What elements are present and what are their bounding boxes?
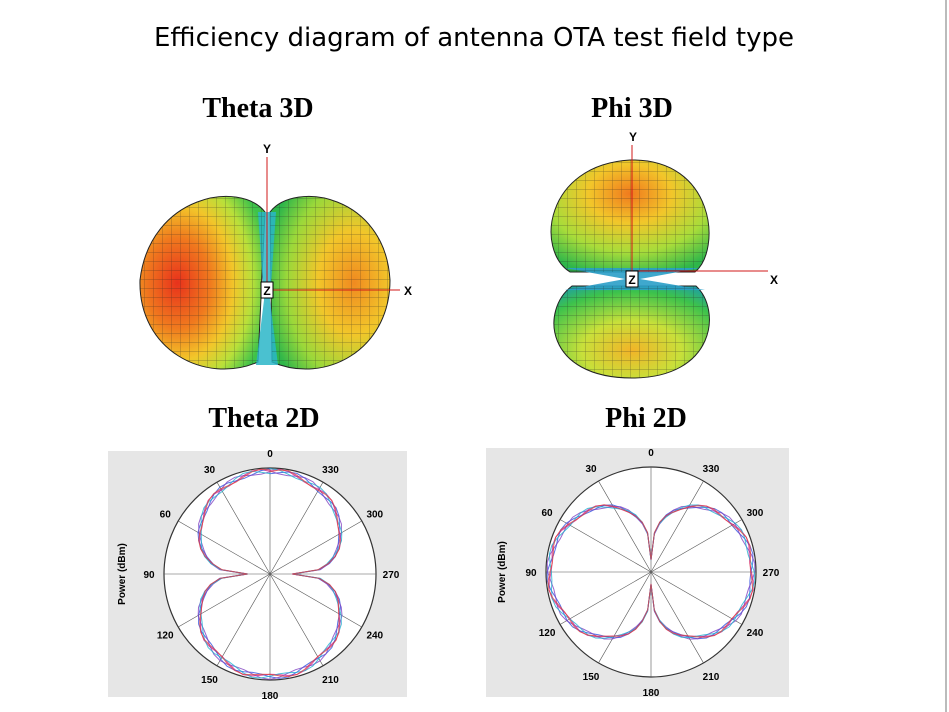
angle-label: 180 [262, 691, 279, 702]
grid-spoke [598, 571, 652, 664]
axis-label: Z [628, 273, 635, 287]
grid-spoke [650, 571, 704, 664]
trace [547, 504, 754, 638]
grid-spoke [216, 573, 271, 666]
grid-spoke [178, 573, 271, 628]
angle-label: 210 [322, 675, 339, 686]
angle-label: 330 [322, 465, 339, 476]
angle-label: 60 [160, 510, 172, 521]
theta-3d: Theta 3D Y X Z [139, 93, 412, 370]
angle-label: 90 [143, 570, 155, 581]
plot-title: Theta 3D [202, 93, 313, 124]
z-box [260, 281, 274, 299]
axis-label: Y [263, 142, 271, 156]
angle-label: 270 [763, 568, 780, 579]
grid-spoke [269, 573, 362, 628]
angle-label: 270 [383, 570, 400, 581]
grid-spoke [650, 480, 704, 573]
plot-title: Theta 2D [208, 403, 319, 434]
grid-spoke [178, 520, 271, 575]
angle-label: 150 [583, 672, 600, 683]
grid-spoke [650, 519, 743, 573]
mesh [551, 159, 710, 378]
grid-spoke [598, 480, 652, 573]
axis-label: X [770, 273, 778, 287]
angle-label: 90 [525, 568, 537, 579]
axis-label: Z [263, 284, 270, 298]
angle-label: 0 [267, 449, 273, 460]
angle-label: 30 [204, 465, 216, 476]
phi-3d: Phi 3D Y X Z [550, 93, 778, 379]
axis-label: X [404, 284, 412, 298]
angle-label: 30 [585, 464, 597, 475]
title: Efficiency diagram of antenna OTA test f… [154, 23, 794, 53]
angle-label: 120 [157, 631, 174, 642]
angle-label: 120 [539, 628, 556, 639]
angle-label: 300 [747, 508, 764, 519]
angle-label: 60 [542, 508, 554, 519]
grid-spoke [269, 573, 324, 666]
plot-title: Phi 2D [605, 403, 687, 434]
angle-label: 330 [703, 464, 720, 475]
z-box [625, 270, 639, 288]
axis-label: Y [629, 130, 637, 144]
angle-label: 240 [747, 628, 764, 639]
mesh [139, 196, 390, 370]
grid-spoke [559, 519, 652, 573]
trace [197, 467, 342, 679]
trace [198, 468, 341, 678]
grid-spoke [269, 520, 362, 575]
grid-spoke [559, 571, 652, 625]
y-axis-label: Power (dBm) [497, 541, 508, 603]
grid-spoke [650, 571, 743, 625]
y-axis-label: Power (dBm) [117, 543, 128, 605]
grid-spoke [269, 482, 324, 575]
angle-label: 210 [703, 672, 720, 683]
angle-label: 180 [643, 688, 660, 699]
angle-label: 240 [366, 631, 383, 642]
angle-label: 150 [201, 675, 218, 686]
angle-label: 300 [366, 510, 383, 521]
angle-label: 0 [648, 448, 654, 459]
plot-title: Phi 3D [591, 93, 673, 124]
grid-spoke [216, 482, 271, 575]
